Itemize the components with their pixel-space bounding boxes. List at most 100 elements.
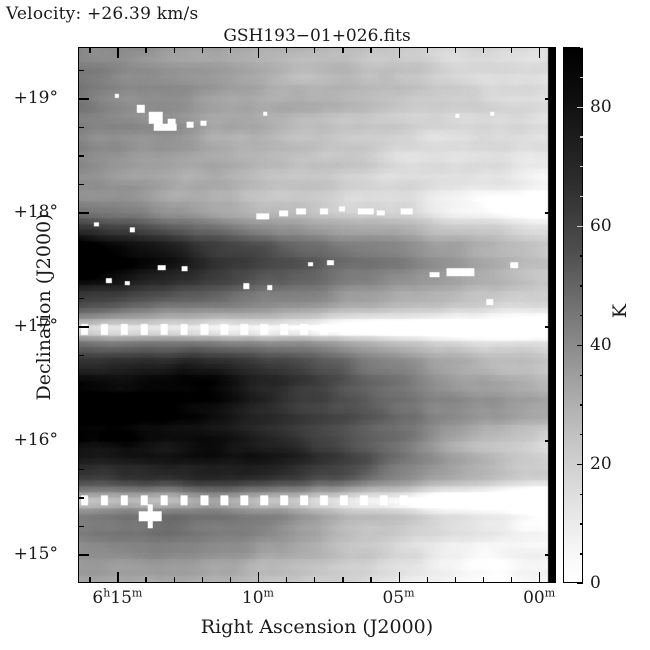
y-tick-right [545,98,556,100]
y-tick-right [550,240,556,243]
x-tick-top [173,47,175,53]
colorbar-tick-label-2: 40 [590,334,612,355]
colorbar-tick [579,404,583,406]
y-tick-right [550,155,556,157]
y-tick-right [545,554,556,556]
x-tick-bottom [342,577,344,583]
x-tick-bottom [426,577,428,583]
colorbar-tick [579,315,583,317]
x-tick-bottom [229,577,232,583]
y-tick-left [78,411,84,414]
colorbar-tick [579,523,583,525]
x-tick-bottom [145,577,147,583]
y-tick-right [545,326,556,328]
x-tick-top [539,47,541,58]
y-tick-left [78,440,89,442]
x-tick-top [511,47,513,53]
x-tick-label-0: 6h15m [92,586,143,608]
x-tick-top [314,47,316,53]
x-tick-bottom [511,577,513,583]
x-tick-bottom [89,577,91,583]
y-tick-right [550,354,556,357]
x-tick-bottom [454,577,457,583]
y-axis-title: Declination (J2000) [33,213,55,401]
y-tick-left [78,212,89,214]
y-tick-left [78,69,84,72]
colorbar-tick [577,106,583,108]
colorbar-tick-label-3: 60 [590,215,612,236]
y-tick-right [550,383,556,385]
colorbar-tick [579,285,583,287]
x-tick-top [257,47,260,58]
sky-map-plot[interactable] [78,47,556,583]
colorbar-gradient [564,48,582,582]
page-title: GSH193−01+026.fits [223,26,411,46]
colorbar-tick [579,553,583,555]
x-axis-title: Right Ascension (J2000) [200,616,434,638]
y-tick-left [78,554,89,556]
colorbar-tick-label-1: 20 [590,453,612,474]
y-tick-label-0: +19° [13,88,58,109]
x-tick-top [398,47,400,58]
x-tick-top [201,47,203,53]
y-tick-right [550,69,556,72]
y-tick-right [550,497,556,499]
velocity-annotation: Velocity: +26.39 km/s [6,4,199,24]
x-tick-top [286,47,288,53]
y-tick-left [78,497,84,499]
y-tick-left [78,525,84,528]
colorbar-tick [577,583,583,585]
y-tick-left [78,326,89,328]
y-tick-left [78,126,84,129]
y-tick-right [545,440,556,442]
y-tick-label-1: +18° [13,202,58,223]
y-tick-left [78,155,84,157]
x-tick-top [89,47,91,53]
colorbar-tick [579,47,583,49]
colorbar-tick [579,136,583,138]
x-tick-bottom [257,572,260,583]
colorbar-tick [579,166,583,168]
x-tick-bottom [117,572,119,583]
y-tick-right [550,525,556,528]
x-tick-label-3: 00m [523,586,556,608]
y-tick-right [550,183,556,186]
x-tick-label-1: 10m [241,586,274,608]
y-tick-right [550,411,556,414]
y-tick-label-2: +17° [13,316,58,337]
x-tick-bottom [539,572,541,583]
colorbar-tick-label-4: 80 [590,96,612,117]
x-tick-bottom [370,577,372,583]
y-tick-left [78,183,84,186]
x-tick-bottom [314,577,316,583]
heatmap-image [79,48,555,582]
x-tick-bottom [173,577,175,583]
colorbar-unit-label: K [609,303,631,319]
y-tick-left [78,98,89,100]
colorbar-tick [579,434,583,436]
y-tick-right [550,297,556,300]
x-tick-bottom [286,577,288,583]
y-tick-right [545,212,556,214]
y-tick-right [550,126,556,129]
x-tick-top [426,47,428,53]
x-tick-top [342,47,344,53]
colorbar-tick-label-0: 0 [590,573,601,593]
y-tick-label-4: +15° [13,544,58,565]
x-tick-top [117,47,119,58]
colorbar-tick [577,344,583,347]
x-tick-top [229,47,232,53]
y-tick-left [78,240,84,243]
colorbar-tick [579,195,583,198]
x-tick-label-2: 05m [382,586,415,608]
x-tick-bottom [398,572,400,583]
colorbar-tick [577,463,583,466]
x-tick-bottom [201,577,203,583]
colorbar-tick [579,374,583,376]
colorbar-tick [579,493,583,495]
y-tick-label-3: +16° [13,430,58,451]
y-tick-right [550,468,556,471]
x-tick-top [145,47,147,53]
colorbar-tick [579,76,583,79]
y-tick-left [78,297,84,300]
